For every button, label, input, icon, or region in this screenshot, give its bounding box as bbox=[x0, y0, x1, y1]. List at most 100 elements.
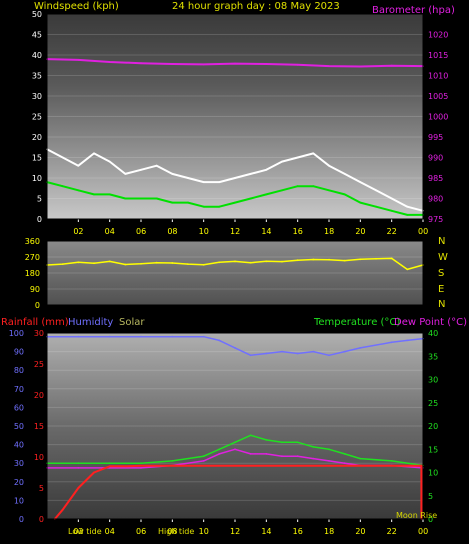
barometer-y-tick-label: 1010 bbox=[428, 72, 448, 81]
wind-direction-line-point bbox=[234, 260, 236, 263]
x-tick-label: 08 bbox=[167, 527, 177, 536]
barometer-line-point bbox=[77, 59, 80, 61]
direction-y-tick-label: 360 bbox=[25, 237, 40, 246]
windspeed-line-point bbox=[265, 168, 268, 171]
average-wind-line-point bbox=[375, 205, 377, 208]
windspeed-line-point bbox=[77, 164, 80, 167]
temperature-line-point bbox=[171, 460, 174, 462]
windspeed-line-point bbox=[390, 197, 393, 200]
compass-label: S bbox=[438, 268, 444, 279]
moon-rise-label: Moon Rise bbox=[396, 511, 437, 520]
wind-direction-line-point bbox=[359, 258, 362, 261]
temperature-line bbox=[47, 434, 424, 467]
wind-panel-background bbox=[47, 14, 423, 219]
average-wind-line-point bbox=[406, 214, 409, 216]
dewpoint-line-point bbox=[328, 460, 330, 462]
x-tick-label: 10 bbox=[199, 227, 209, 236]
compass-label: N bbox=[438, 236, 445, 247]
temperature-line-point bbox=[296, 441, 299, 444]
windspeed-line-point bbox=[108, 160, 111, 163]
humidity-line-point bbox=[140, 335, 142, 338]
barometer-y-tick-label: 1005 bbox=[428, 92, 448, 101]
humidity-legend: Humidity bbox=[68, 317, 113, 328]
average-wind-line-point bbox=[108, 193, 111, 196]
humidity-line-point bbox=[202, 335, 205, 338]
windspeed-line-point bbox=[234, 177, 236, 179]
barometer-y-tick-label: 990 bbox=[428, 154, 443, 163]
windspeed-line-point bbox=[249, 173, 252, 175]
barometer-line-point bbox=[390, 64, 393, 67]
x-tick-label: 06 bbox=[136, 227, 146, 236]
humidity-y-tick-label: 10 bbox=[14, 496, 24, 505]
x-tick-label: 14 bbox=[261, 227, 271, 236]
barometer-line-point bbox=[296, 63, 299, 66]
wind-y-tick-label: 15 bbox=[32, 154, 42, 163]
windspeed-line-point bbox=[155, 164, 158, 167]
rain-y-tick-label: 0 bbox=[39, 515, 44, 524]
average-wind-line-point bbox=[77, 189, 80, 192]
wind-direction-line-point bbox=[296, 259, 299, 262]
temperature-line-point bbox=[281, 441, 283, 444]
x-tick-label: 16 bbox=[293, 227, 303, 236]
wind-direction-line-point bbox=[406, 268, 409, 271]
average-wind-line-point bbox=[124, 197, 127, 200]
rain-y-tick-label: 30 bbox=[34, 329, 44, 338]
wind-direction-line-point bbox=[124, 263, 127, 266]
direction-panel-background bbox=[47, 241, 423, 305]
temperature-line-point bbox=[390, 460, 393, 462]
series-layer bbox=[46, 58, 424, 520]
humidity-y-tick-label: 30 bbox=[14, 459, 24, 468]
x-tick-label: 10 bbox=[199, 527, 209, 536]
rainfall-line-point bbox=[124, 465, 127, 468]
wind-direction-line-point bbox=[202, 263, 205, 266]
average-wind-line-point bbox=[265, 193, 268, 196]
direction-y-tick-label: 0 bbox=[35, 301, 40, 310]
average-wind-line-point bbox=[281, 189, 283, 192]
barometer-line-point bbox=[265, 63, 268, 65]
barometer-y-tick-label: 1015 bbox=[428, 51, 448, 60]
rain-y-tick-label: 20 bbox=[34, 391, 44, 400]
compass-label: E bbox=[438, 284, 444, 295]
barometer-line-point bbox=[234, 62, 236, 65]
barometer-y-tick-label: 1020 bbox=[428, 31, 448, 40]
barometer-line-point bbox=[108, 61, 111, 63]
temperature-line-point bbox=[312, 446, 315, 448]
average-wind-line-point bbox=[218, 205, 221, 208]
x-tick-label: 04 bbox=[105, 527, 115, 536]
x-tick-label: 14 bbox=[261, 527, 271, 536]
barometer-y-tick-label: 985 bbox=[428, 174, 443, 183]
compass-labels: N W S E N bbox=[438, 236, 448, 310]
x-tick-label: 00 bbox=[418, 527, 428, 536]
compass-label: W bbox=[438, 252, 448, 263]
wind-direction-line-point bbox=[218, 261, 221, 264]
humidity-y-tick-label: 50 bbox=[14, 422, 24, 431]
average-wind-line-point bbox=[187, 201, 189, 204]
wind-direction-line-point bbox=[108, 260, 111, 263]
x-tick-label: 06 bbox=[136, 527, 146, 536]
dewpoint-line-point bbox=[265, 453, 268, 455]
temperature-line-point bbox=[234, 441, 236, 444]
barometer-y-tick-label: 980 bbox=[428, 195, 443, 204]
windspeed-line-point bbox=[359, 181, 362, 184]
dewpoint-line-point bbox=[281, 455, 283, 458]
windspeed-line-point bbox=[61, 156, 64, 159]
rain-y-tick-label: 25 bbox=[34, 360, 44, 369]
x-tick-label: 20 bbox=[355, 527, 365, 536]
axes-layer: 0510152025303540455097598098599099510001… bbox=[9, 10, 449, 536]
barometer-y-tick-label: 995 bbox=[428, 133, 443, 142]
temperature-y-tick-label: 10 bbox=[428, 469, 438, 478]
humidity-y-tick-label: 80 bbox=[14, 366, 24, 375]
climate-panel-background bbox=[47, 333, 423, 519]
temperature-line-point bbox=[140, 462, 142, 465]
wind-y-tick-label: 40 bbox=[32, 51, 42, 60]
wind-direction-line-point bbox=[77, 261, 80, 264]
temperature-line-point bbox=[77, 462, 80, 465]
barometer-line-point bbox=[359, 65, 362, 68]
x-tick-label: 12 bbox=[230, 227, 240, 236]
humidity-line-point bbox=[406, 339, 409, 342]
dewpoint-line-point bbox=[140, 467, 142, 469]
x-tick-label: 22 bbox=[387, 527, 397, 536]
rain-y-tick-label: 10 bbox=[34, 453, 44, 462]
average-wind-line-point bbox=[296, 185, 299, 188]
average-wind-line-point bbox=[61, 185, 64, 188]
